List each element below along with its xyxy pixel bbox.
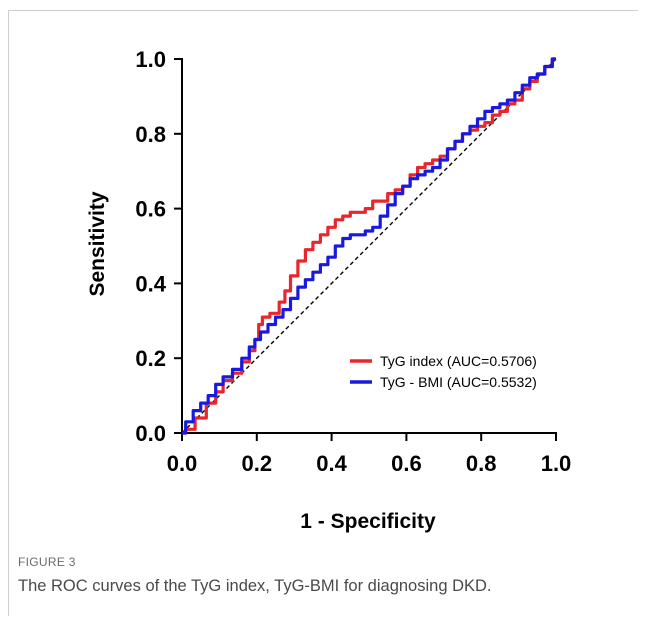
legend-label: TyG index (AUC=0.5706) <box>380 353 537 369</box>
y-axis-label: Sensitivity <box>86 191 109 296</box>
x-tick-label: 0.8 <box>466 451 497 476</box>
x-axis-label: 1 - Specificity <box>300 510 436 533</box>
x-tick-label: 0.0 <box>167 451 198 476</box>
x-tick-label: 1.0 <box>541 451 572 476</box>
figure-caption: The ROC curves of the TyG index, TyG-BMI… <box>18 577 628 596</box>
legend-label: TyG - BMI (AUC=0.5532) <box>380 374 537 390</box>
y-tick-label: 0.4 <box>135 271 166 296</box>
y-tick-label: 0.2 <box>135 346 166 371</box>
roc-chart: 0.0 0.2 0.4 0.6 0.8 1.0 0.0 0.2 0.4 0.6 0.8 1.0 Sen… <box>0 0 646 540</box>
y-tick-label: 0.6 <box>135 197 166 222</box>
figure-label: FIGURE 3 <box>18 555 76 569</box>
x-tick-label: 0.6 <box>391 451 422 476</box>
x-tick-label: 0.2 <box>242 451 273 476</box>
y-tick-label: 0.8 <box>135 122 166 147</box>
chart-legend: TyG index (AUC=0.5706) TyG - BMI (AUC=0.5… <box>350 353 537 390</box>
y-tick-label: 1.0 <box>135 47 166 72</box>
y-tick-label: 0.0 <box>135 421 166 446</box>
x-tick-label: 0.4 <box>316 451 347 476</box>
